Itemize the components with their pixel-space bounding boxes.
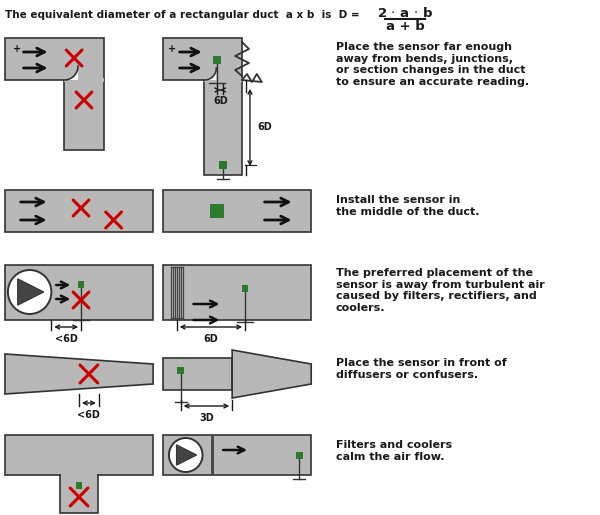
Polygon shape <box>17 279 44 305</box>
Text: 2 $\cdot$ a $\cdot$ b: 2 $\cdot$ a $\cdot$ b <box>377 6 433 20</box>
Text: +: + <box>13 44 21 54</box>
Bar <box>5 265 153 320</box>
Polygon shape <box>176 445 197 465</box>
Bar <box>163 38 242 80</box>
Text: Place the sensor far enough
away from bends, junctions,
or section changes in th: Place the sensor far enough away from be… <box>336 42 529 87</box>
Text: a + b: a + b <box>386 20 424 33</box>
Polygon shape <box>5 354 153 394</box>
Text: +: + <box>168 44 176 54</box>
Polygon shape <box>205 68 217 80</box>
Text: The equivalent diameter of a rectangular duct  a x b  is  D =: The equivalent diameter of a rectangular… <box>5 10 359 20</box>
Bar <box>163 265 311 320</box>
Bar <box>163 435 311 475</box>
Bar <box>211 204 224 218</box>
Bar <box>76 482 82 489</box>
Text: <6D: <6D <box>77 410 100 420</box>
Bar <box>64 80 104 150</box>
Bar <box>163 190 311 232</box>
Bar <box>5 190 153 232</box>
Bar <box>61 474 97 477</box>
Polygon shape <box>232 350 311 398</box>
Bar <box>220 161 227 169</box>
Circle shape <box>8 270 52 314</box>
Bar <box>205 78 242 82</box>
Text: 6D: 6D <box>258 123 272 132</box>
Bar <box>5 38 104 80</box>
Text: Filters and coolers
calm the air flow.: Filters and coolers calm the air flow. <box>336 440 452 461</box>
Bar <box>5 435 153 475</box>
Bar <box>178 367 184 373</box>
Text: 6D: 6D <box>203 334 218 344</box>
Text: Install the sensor in
the middle of the duct.: Install the sensor in the middle of the … <box>336 195 479 217</box>
Circle shape <box>169 438 203 472</box>
Bar <box>214 56 221 64</box>
Bar <box>296 452 303 458</box>
Text: <6D: <6D <box>55 334 77 344</box>
Bar <box>163 358 232 390</box>
Bar <box>64 78 104 82</box>
Text: The preferred placement of the
sensor is away from turbulent air
caused by filte: The preferred placement of the sensor is… <box>336 268 545 313</box>
Text: 6D: 6D <box>213 96 227 106</box>
Bar <box>205 80 242 175</box>
Text: Place the sensor in front of
diffusers or confusers.: Place the sensor in front of diffusers o… <box>336 358 506 380</box>
Polygon shape <box>64 66 78 80</box>
Bar <box>77 281 85 287</box>
Bar <box>60 475 98 513</box>
Text: 3D: 3D <box>199 413 214 423</box>
Bar <box>242 284 248 291</box>
